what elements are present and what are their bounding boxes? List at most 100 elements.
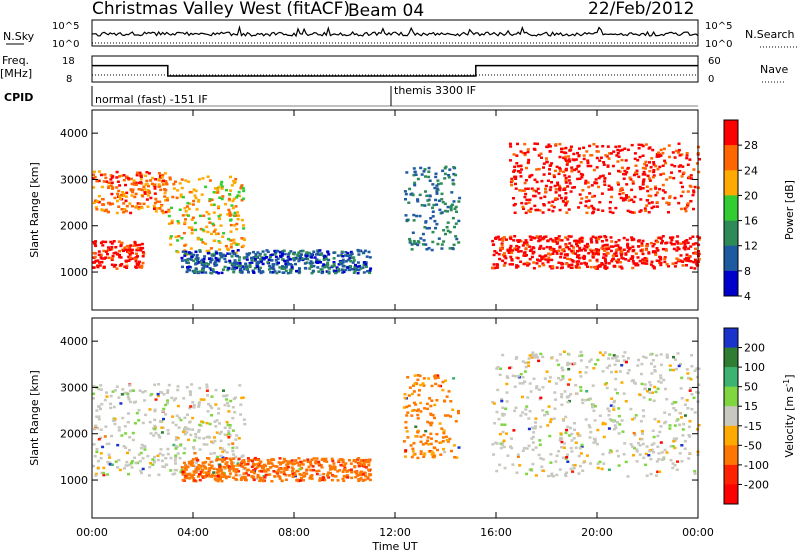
velocity-cell xyxy=(539,352,543,356)
power-cell xyxy=(651,148,655,152)
velocity-cell xyxy=(209,460,213,464)
velocity-cell xyxy=(560,445,563,449)
power-cell xyxy=(535,262,539,265)
velocity-cell xyxy=(222,465,226,469)
velocity-cell xyxy=(223,449,226,452)
velocity-cell xyxy=(567,367,571,371)
velocity-cell xyxy=(261,479,265,483)
velocity-cell xyxy=(183,447,187,450)
power-cell xyxy=(292,258,296,262)
velocity-cell xyxy=(130,461,134,465)
velocity-colorbar-swatches xyxy=(724,328,738,505)
power-cell xyxy=(578,249,582,252)
power-cell xyxy=(154,178,158,181)
power-cell xyxy=(685,239,689,242)
velocity-cell xyxy=(259,464,263,468)
velocity-cell xyxy=(437,384,441,387)
power-cell xyxy=(258,252,262,256)
velocity-cell xyxy=(133,456,137,460)
power-cell xyxy=(93,261,96,264)
velocity-cell xyxy=(146,454,150,458)
velocity-cell xyxy=(640,437,644,441)
velocity-cell xyxy=(209,452,213,455)
power-cell xyxy=(124,259,128,263)
power-cell xyxy=(590,204,594,208)
velocity-colorbar-label: Velocity [m s-1] xyxy=(782,374,797,457)
power-cell xyxy=(661,240,664,243)
power-cell xyxy=(558,246,562,249)
velocity-cell xyxy=(584,418,588,421)
power-cell xyxy=(163,195,167,198)
power-cell xyxy=(190,232,194,235)
power-cell xyxy=(508,142,512,146)
power-cell xyxy=(440,192,444,196)
velocity-cell xyxy=(256,473,260,477)
colorbar-swatch xyxy=(724,406,738,427)
power-cell xyxy=(274,255,278,259)
power-cell xyxy=(106,210,110,214)
power-cell xyxy=(689,200,693,203)
power-cell xyxy=(185,270,189,274)
power-cell xyxy=(424,175,427,178)
velocity-cell xyxy=(624,360,628,364)
velocity-cell xyxy=(207,402,211,406)
power-cell xyxy=(218,196,222,199)
power-cell xyxy=(686,203,690,207)
power-cell xyxy=(92,170,96,173)
power-cell xyxy=(617,258,621,261)
power-cell xyxy=(199,227,203,231)
power-cell xyxy=(626,245,630,249)
power-cell xyxy=(149,196,153,200)
power-cell xyxy=(145,179,149,183)
velocity-cell xyxy=(116,443,120,447)
power-cell xyxy=(652,161,656,164)
power-cell xyxy=(545,157,548,160)
power-cell xyxy=(145,198,149,201)
velocity-cell xyxy=(657,380,661,383)
velocity-cell xyxy=(193,439,197,442)
power-cell xyxy=(220,180,224,184)
power-cell xyxy=(570,263,574,266)
power-cell xyxy=(570,266,574,269)
power-cell xyxy=(159,188,163,192)
velocity-cell xyxy=(568,434,572,437)
power-cell xyxy=(654,251,658,255)
velocity-cell xyxy=(258,462,262,465)
velocity-cell xyxy=(231,467,235,470)
velocity-cell xyxy=(183,466,187,470)
power-cell xyxy=(662,147,666,151)
power-cell xyxy=(153,187,157,190)
velocity-cell xyxy=(532,377,536,380)
power-cell xyxy=(566,161,569,165)
velocity-cell xyxy=(225,464,229,467)
velocity-cell xyxy=(190,459,194,463)
velocity-cell xyxy=(336,479,340,482)
power-cell xyxy=(542,257,545,260)
velocity-cell xyxy=(640,362,644,366)
power-cell xyxy=(212,191,216,194)
velocity-cell xyxy=(163,465,167,469)
power-cell xyxy=(427,166,431,170)
velocity-cell xyxy=(368,472,372,476)
power-cell xyxy=(229,239,233,242)
power-cell xyxy=(566,238,570,241)
velocity-cell xyxy=(573,428,576,431)
power-cell xyxy=(201,241,205,244)
velocity-cell xyxy=(570,439,574,442)
velocity-cell xyxy=(227,436,231,439)
power-cell xyxy=(603,264,607,267)
velocity-cell xyxy=(638,393,642,396)
velocity-cell xyxy=(501,441,505,444)
velocity-cell xyxy=(166,391,170,394)
power-cell xyxy=(677,247,681,251)
velocity-cell xyxy=(104,425,108,428)
power-cell xyxy=(689,245,693,248)
power-cell xyxy=(187,261,190,265)
power-cell xyxy=(255,265,259,268)
power-cell xyxy=(187,251,191,254)
velocity-cell xyxy=(413,382,417,386)
velocity-cell xyxy=(617,359,620,363)
power-cell xyxy=(217,206,220,210)
power-cell xyxy=(200,269,204,272)
power-cell xyxy=(364,265,368,268)
